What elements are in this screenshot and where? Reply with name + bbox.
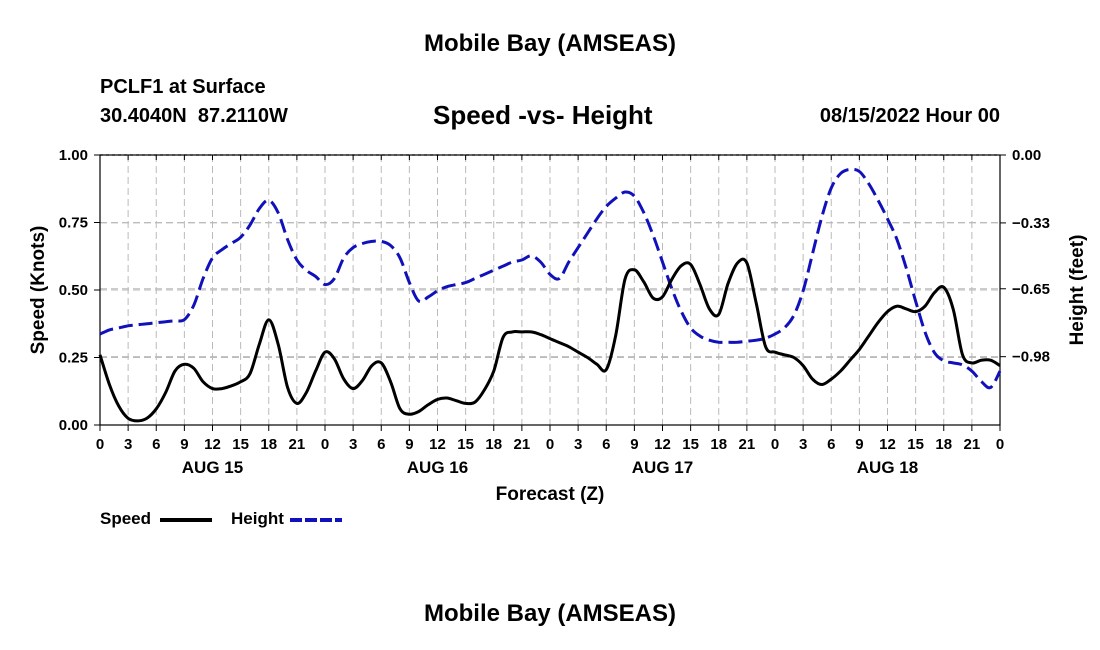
x-tick-label: 18: [485, 436, 502, 453]
forecast-datetime: 08/15/2022 Hour 00: [819, 105, 1000, 127]
x-tick-label: 0: [96, 436, 104, 453]
x-tick-label: 21: [739, 436, 756, 453]
x-tick-label: 12: [429, 436, 446, 453]
y-tick-label: 0.50: [59, 282, 88, 299]
x-tick-label: 21: [964, 436, 981, 453]
x-tick-label: 15: [682, 436, 699, 453]
x-day-label: AUG 18: [857, 458, 918, 477]
x-axis-label: Forecast (Z): [496, 484, 605, 505]
y-tick-label: 0.75: [59, 215, 88, 232]
x-tick-label: 0: [321, 436, 329, 453]
x-tick-label: 15: [232, 436, 249, 453]
x-day-label: AUG 17: [632, 458, 693, 477]
x-tick-label: 0: [546, 436, 554, 453]
x-tick-label: 12: [204, 436, 221, 453]
x-tick-label: 12: [879, 436, 896, 453]
speed-series-line: [98, 257, 1001, 423]
y2-tick-label: −0.65: [1012, 281, 1050, 298]
x-tick-label: 15: [907, 436, 924, 453]
legend-speed-label: Speed: [100, 509, 152, 528]
x-day-label: AUG 16: [407, 458, 468, 477]
x-tick-label: 18: [935, 436, 952, 453]
legend-speed-swatch: [160, 518, 212, 522]
x-tick-label: 0: [996, 436, 1004, 453]
y-tick-label: 0.25: [59, 350, 88, 367]
x-tick-label: 3: [574, 436, 582, 453]
x-day-label: AUG 15: [182, 458, 243, 477]
x-tick-label: 15: [457, 436, 474, 453]
x-tick-label: 9: [855, 436, 863, 453]
y-tick-label: 1.00: [59, 147, 88, 164]
x-tick-label: 9: [180, 436, 188, 453]
y-axis-label: Speed (Knots): [28, 226, 49, 355]
x-tick-label: 3: [349, 436, 357, 453]
chart-title: Speed -vs- Height: [433, 100, 653, 130]
y2-axis-label: Height (feet): [1067, 235, 1088, 346]
x-tick-label: 21: [514, 436, 531, 453]
legend-height-label: Height: [231, 509, 284, 528]
bottom-title: Mobile Bay (AMSEAS): [423, 600, 677, 627]
y2-tick-label: 0.00: [1012, 147, 1041, 164]
x-tick-label: 0: [771, 436, 779, 453]
y2-tick-label: −0.33: [1012, 215, 1050, 232]
x-tick-label: 6: [827, 436, 835, 453]
x-tick-label: 6: [602, 436, 610, 453]
x-tick-label: 9: [405, 436, 413, 453]
x-tick-label: 3: [124, 436, 132, 453]
y-tick-label: 0.00: [59, 417, 88, 434]
x-tick-label: 21: [289, 436, 306, 453]
coordinates-label: 30.4040N 87.2110W: [100, 105, 288, 127]
x-tick-label: 18: [710, 436, 727, 453]
x-tick-label: 18: [260, 436, 277, 453]
main-title: Mobile Bay (AMSEAS): [423, 30, 677, 57]
height-series-line: [99, 167, 1002, 390]
x-tick-label: 9: [630, 436, 638, 453]
x-tick-label: 3: [799, 436, 807, 453]
x-tick-label: 6: [377, 436, 385, 453]
y2-tick-label: −0.98: [1012, 349, 1050, 366]
speed-height-chart: 0 3 6 9 12 15 18 21 0 3 6 9 12 15 18 21 0 3 6 9 12 15 18 21 0 3 6 9…: [28, 147, 1088, 505]
x-tick-label: 12: [654, 436, 671, 453]
legend-height-swatch: [290, 518, 342, 522]
station-label: PCLF1 at Surface: [100, 76, 266, 98]
x-tick-label: 6: [152, 436, 160, 453]
